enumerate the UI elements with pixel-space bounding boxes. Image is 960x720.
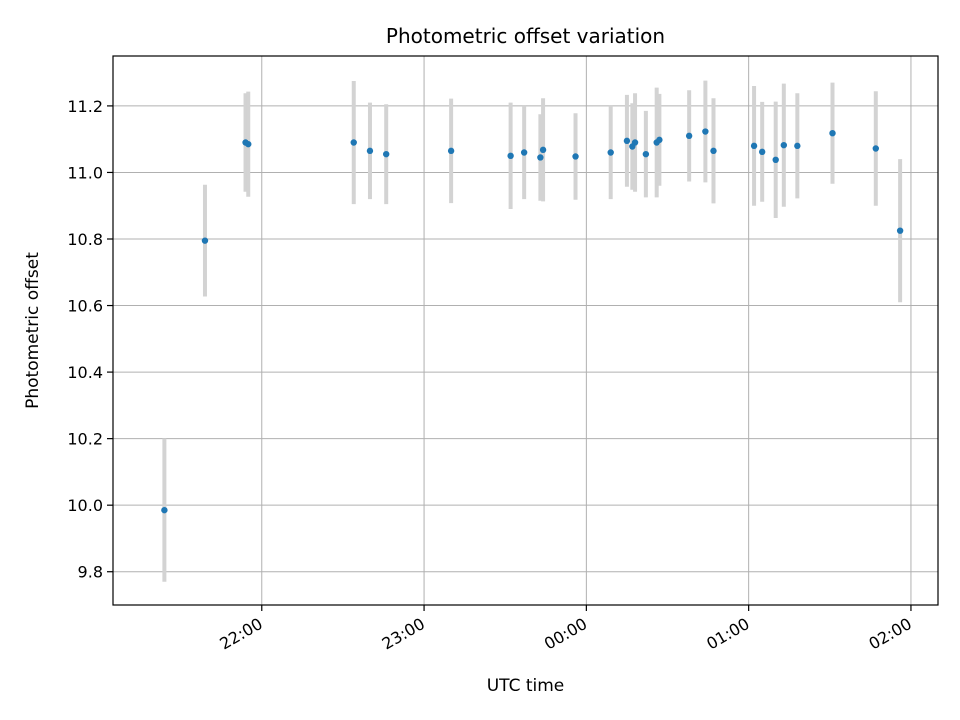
y-tick-label: 10.4 — [67, 363, 103, 382]
x-tick-label: 01:00 — [703, 614, 752, 654]
data-point — [710, 147, 717, 155]
data-point — [382, 150, 390, 158]
data-point — [896, 227, 904, 234]
errorbars — [162, 80, 903, 582]
x-tick-label: 02:00 — [866, 614, 915, 654]
data-point — [685, 132, 693, 140]
data-point — [366, 147, 374, 155]
data-points — [161, 128, 904, 514]
x-axis-title: UTC time — [487, 676, 565, 696]
data-point — [539, 146, 547, 154]
data-point — [780, 141, 788, 149]
data-point — [201, 237, 209, 244]
x-tick-label: 00:00 — [541, 614, 590, 654]
data-point — [572, 153, 579, 160]
chart-title: Photometric offset variation — [386, 24, 665, 48]
data-point — [772, 156, 779, 164]
plot-frame — [112, 55, 939, 606]
x-tick-label: 22:00 — [216, 614, 265, 654]
data-point — [758, 148, 766, 156]
data-point — [702, 128, 709, 135]
x-tick-label: 23:00 — [379, 614, 428, 654]
y-tick-label: 10.6 — [67, 297, 103, 316]
data-point — [656, 136, 663, 144]
y-tick-label: 10.0 — [67, 496, 103, 515]
data-point — [245, 140, 252, 148]
y-tick-label: 10.2 — [67, 430, 103, 449]
data-point — [623, 137, 631, 145]
data-point — [520, 149, 528, 156]
y-axis-title: Photometric offset — [23, 252, 43, 409]
y-tick-label: 9.8 — [78, 563, 103, 582]
data-point — [750, 142, 758, 150]
y-tick-label: 11.2 — [67, 97, 103, 116]
data-point — [507, 152, 514, 160]
data-point — [447, 147, 455, 155]
data-point — [642, 150, 650, 158]
grid — [113, 56, 938, 605]
data-point — [537, 154, 544, 161]
y-tick-label: 11.0 — [67, 163, 103, 182]
data-point — [607, 149, 614, 156]
y-tick-label: 10.8 — [67, 230, 103, 249]
data-point — [794, 142, 801, 150]
data-point — [631, 139, 639, 146]
ticks: 9.8 10.0 10.2 10.4 10.6 10.8 11.0 11.2 22:00 23:0… — [67, 97, 915, 654]
data-point — [350, 139, 357, 146]
data-point — [872, 145, 879, 152]
data-point — [829, 129, 836, 137]
data-point — [161, 506, 168, 514]
